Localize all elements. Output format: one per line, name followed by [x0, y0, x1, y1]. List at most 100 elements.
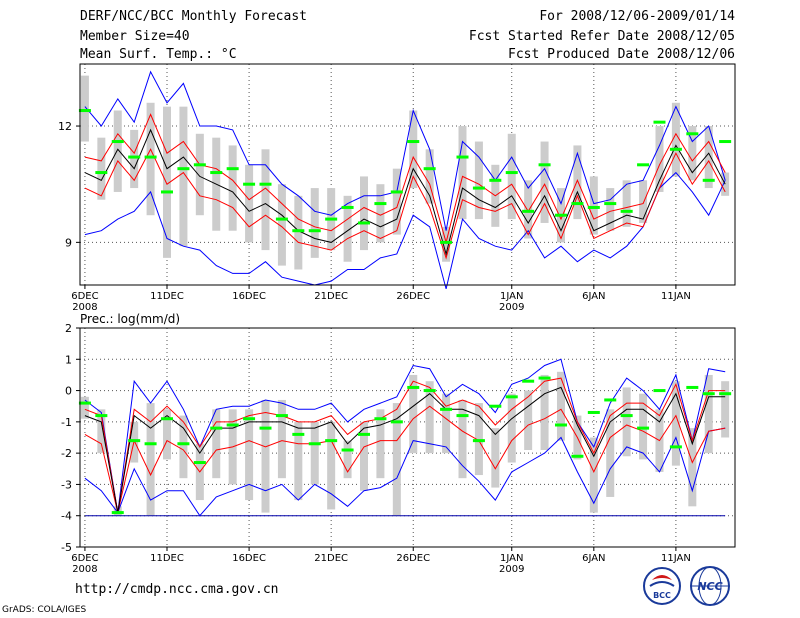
prec-median-marker: [390, 420, 403, 424]
prec-median-marker: [259, 426, 272, 430]
prec-ytick-label: -2: [61, 447, 72, 460]
prec-member-box: [310, 421, 319, 485]
temp-member-box: [655, 126, 664, 192]
chart-title: DERF/NCC/BCC Monthly Forecast: [80, 9, 307, 24]
temp-member-box: [392, 168, 401, 235]
temp-ytick-label: 9: [65, 236, 72, 249]
prec-member-box: [721, 381, 730, 438]
temp-median-marker: [587, 205, 600, 209]
prec-median-marker: [587, 410, 600, 414]
temp-median-marker: [456, 155, 469, 159]
prec-xtick-year: 2009: [499, 564, 524, 575]
forecast-period: For 2008/12/06-2009/01/14: [539, 9, 735, 24]
prec-median-marker: [702, 392, 715, 396]
temp-member-box: [409, 110, 418, 189]
temp-member-box: [671, 102, 680, 177]
temp-median-marker: [407, 140, 420, 144]
prec-ytick-label: -4: [61, 510, 72, 523]
temp-member-box: [507, 133, 516, 220]
temp-median-marker: [177, 167, 190, 171]
prec-xtick-label: 6JAN: [582, 553, 605, 564]
temp-median-marker: [390, 190, 403, 194]
prec-member-box: [376, 409, 385, 479]
temp-member-box: [589, 176, 598, 235]
prec-member-box: [704, 374, 713, 454]
temp-lower-line: [84, 148, 726, 260]
temp-median-marker: [193, 163, 206, 167]
prec-xtick-label: 21DEC: [314, 553, 348, 564]
prec-frame: [79, 327, 736, 548]
temp-median-marker: [128, 155, 141, 159]
temp-median-marker: [604, 202, 617, 206]
bcc-logo-icon: BCC: [643, 567, 681, 605]
prec-median-marker: [357, 432, 370, 436]
prec-median-marker: [95, 414, 108, 418]
prec-member-box: [491, 428, 500, 488]
temp-median-marker: [505, 171, 518, 175]
ncc-logo-text: NCC: [697, 580, 722, 593]
prec-median-marker: [538, 376, 551, 380]
temp-median-marker: [423, 167, 436, 171]
temp-member-box: [97, 137, 106, 200]
temp-median-marker: [226, 167, 239, 171]
temp-xtick-label: 26DEC: [396, 291, 430, 302]
temp-member-box: [524, 180, 533, 239]
prec-xtick-label: 1JAN: [500, 553, 523, 564]
prec-median-marker: [308, 442, 321, 446]
prec-member-box: [294, 421, 303, 501]
prec-median-marker: [637, 426, 650, 430]
prec-panel-title: Prec.: log(mm/d): [80, 312, 180, 326]
variable-label: Mean Surf. Temp.: °C: [80, 47, 237, 62]
temp-median-marker: [341, 205, 354, 209]
temp-xtick-label: 6DEC: [71, 291, 98, 302]
temp-member-box: [245, 164, 254, 243]
temp-median-marker: [719, 140, 732, 144]
prec-median-marker: [489, 404, 502, 408]
prec-member-box: [540, 374, 549, 451]
prec-median-marker: [193, 461, 206, 465]
prec-member-box: [507, 393, 516, 463]
temp-median-marker: [554, 213, 567, 217]
temp-member-box: [458, 126, 467, 220]
prec-member-box: [80, 396, 89, 419]
prec-median-marker: [161, 417, 174, 421]
prec-median-marker: [78, 401, 91, 405]
temp-median-marker: [522, 209, 535, 213]
temp-member-box: [80, 75, 89, 142]
temp-xtick-label: 6JAN: [582, 291, 605, 302]
temp-xtick-year: 2009: [499, 302, 524, 313]
temp-median-marker: [144, 155, 157, 159]
temp-member-box: [688, 126, 697, 181]
prec-median-marker: [128, 439, 141, 443]
prec-member-box: [671, 381, 680, 466]
prec-median-marker: [177, 442, 190, 446]
prec-member-box: [409, 374, 418, 454]
prec-member-box: [277, 399, 286, 479]
temp-member-box: [163, 106, 172, 258]
prec-member-box: [458, 399, 467, 479]
temp-member-box: [540, 141, 549, 223]
grads-credit: GrADS: COLA/IGES: [2, 605, 87, 615]
prec-min-line: [84, 427, 726, 517]
temp-member-box: [704, 126, 713, 189]
temp-xtick-label: 1JAN: [500, 291, 523, 302]
temp-member-box: [376, 184, 385, 243]
prec-median-marker: [554, 423, 567, 427]
prec-member-box: [556, 371, 565, 441]
prec-member-box: [327, 421, 336, 510]
source-url[interactable]: http://cmdp.ncc.cma.gov.cn: [75, 582, 279, 597]
prec-member-box: [261, 399, 270, 513]
member-size: Member Size=40: [80, 29, 190, 44]
prec-median-marker: [505, 395, 518, 399]
temp-median-marker: [111, 140, 124, 144]
prec-xtick-label: 16DEC: [232, 553, 266, 564]
prec-median-marker: [407, 385, 420, 389]
prec-median-marker: [456, 414, 469, 418]
prec-member-box: [622, 387, 631, 457]
prec-member-box: [359, 421, 368, 491]
temp-mean-line: [84, 128, 726, 256]
temp-median-marker: [620, 209, 633, 213]
temp-member-box: [425, 149, 434, 204]
temp-median-marker: [669, 147, 682, 151]
temp-member-box: [261, 149, 270, 251]
